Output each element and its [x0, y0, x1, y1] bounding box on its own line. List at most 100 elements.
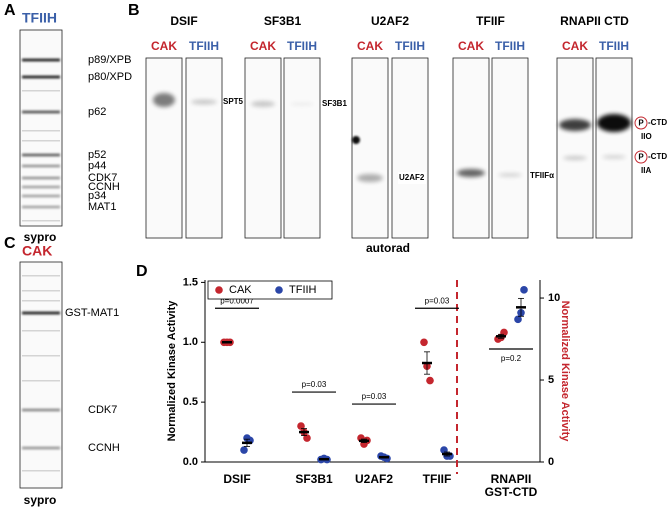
gel-lane: [595, 57, 633, 239]
p-value: p=0.2: [501, 354, 522, 363]
phospho-label: P: [638, 119, 644, 128]
data-point: [420, 338, 428, 347]
gel-lane: [145, 57, 183, 239]
phospho-label: P: [638, 153, 644, 162]
gel-band: [22, 90, 60, 92]
band-label: CDK7: [88, 172, 117, 184]
label-bg: [398, 172, 426, 184]
band-label: p89/XPB: [88, 54, 131, 66]
gel-lane: [185, 57, 223, 239]
gel-band: [22, 311, 60, 315]
phospho-circle: [634, 150, 648, 164]
gel-band: [22, 130, 60, 132]
phospho-circle: [634, 116, 648, 130]
panel-letter: B: [128, 2, 140, 19]
gel-band: [22, 330, 60, 332]
gel-band: [352, 136, 360, 144]
lane-label: CAK: [250, 39, 276, 53]
data-point: [303, 434, 311, 442]
gel-lane: [19, 29, 63, 227]
band-label: TFIIFα: [530, 171, 554, 180]
gel-band: [559, 119, 591, 131]
band-form: IIO: [641, 132, 652, 141]
group-title: U2AF2: [371, 14, 409, 28]
band-form: IIA: [641, 166, 651, 175]
x-tick-label: U2AF2: [354, 472, 393, 486]
x-tick-label: SF3B1: [295, 472, 333, 486]
gel-band: [22, 176, 60, 180]
panel-letter: D: [136, 263, 148, 280]
lane-label: TFIIH: [495, 39, 525, 53]
data-point: [514, 315, 522, 324]
y2-tick-label: 10: [548, 292, 560, 304]
panel-title: TFIIH: [22, 10, 57, 26]
gel-lane: [244, 57, 282, 239]
legend-marker: [215, 286, 223, 294]
gel-band: [22, 446, 60, 450]
x-tick-label: DSIF: [223, 472, 251, 486]
gel-band: [22, 220, 60, 222]
y2-tick-label: 0: [548, 456, 554, 468]
y-tick-label: 1.0: [183, 336, 198, 348]
gel-lane: [391, 57, 429, 239]
gel-band: [290, 102, 314, 106]
gel-band: [357, 174, 383, 182]
gel-band: [22, 75, 60, 79]
gel-band: [22, 110, 60, 114]
gel-band: [22, 58, 60, 62]
y2-tick-label: 5: [548, 374, 554, 386]
gel-band: [498, 173, 522, 177]
x-tick-label: RNAPII GST-CTD: [484, 472, 538, 499]
legend-label: TFIIH: [289, 284, 317, 296]
lane-label: CAK: [458, 39, 484, 53]
gel-lane: [283, 57, 321, 239]
lane-label: CAK: [357, 39, 383, 53]
panel-letter: A: [4, 2, 16, 19]
data-point: [240, 446, 248, 454]
lane-label: TFIIH: [599, 39, 629, 53]
band-label: p44: [88, 160, 106, 172]
gel-band: [597, 114, 631, 132]
band-label: SF3B1: [322, 99, 347, 108]
lane-label: CAK: [151, 39, 177, 53]
p-value: p=0.03: [425, 296, 450, 305]
lane-label: TFIIH: [395, 39, 425, 53]
data-point: [297, 422, 305, 430]
gel-band: [22, 153, 60, 157]
lane-label: TFIIH: [189, 39, 219, 53]
band-label: -CTD: [648, 152, 667, 161]
gel-band: [457, 169, 485, 177]
y-tick-label: 0.5: [183, 396, 198, 408]
x-tick-label: TFIIF: [422, 472, 452, 486]
legend-marker: [275, 286, 283, 294]
data-point: [520, 286, 528, 294]
gel-band: [22, 355, 60, 357]
gel-band: [22, 140, 60, 142]
panel-letter: C: [4, 235, 16, 252]
caption: autorad: [366, 241, 410, 255]
lane-label: TFIIH: [287, 39, 317, 53]
gel-band: [191, 99, 217, 105]
gel-band: [22, 205, 60, 209]
panel-title: CAK: [22, 243, 52, 259]
gel-lane: [351, 57, 389, 239]
band-label: p80/XPD: [88, 71, 132, 83]
band-label: p52: [88, 149, 106, 161]
y-axis-label: Normalized Kinase Activity: [166, 300, 178, 442]
legend-box: [207, 280, 333, 300]
legend-label: CAK: [229, 284, 252, 296]
stain-label: sypro: [24, 493, 57, 507]
gel-band: [22, 194, 60, 198]
gel-lane: [452, 57, 490, 239]
group-title: RNAPII CTD: [560, 14, 629, 28]
lane-label: CAK: [562, 39, 588, 53]
stain-label: sypro: [24, 230, 57, 244]
gel-lane: [556, 57, 594, 239]
band-label: GST-MAT1: [65, 307, 119, 319]
p-value: p=0.03: [362, 392, 387, 401]
gel-lane: [19, 261, 63, 489]
gel-band: [22, 290, 60, 292]
